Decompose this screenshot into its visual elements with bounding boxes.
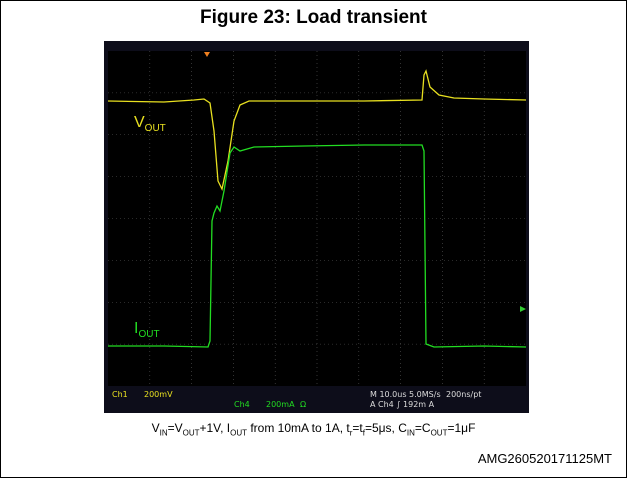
caption-text: =V (168, 421, 183, 435)
ch4-scale: 200mA (266, 400, 295, 409)
trigger-setting: A Ch4 ∫ 192m A (370, 400, 435, 409)
figure-title: Figure 23: Load transient (1, 7, 626, 29)
caption-text: =1μF (447, 421, 475, 435)
figure-id: AMG260520171125MT (478, 451, 612, 466)
caption-text: V (152, 421, 160, 435)
caption-subscript: IN (160, 428, 168, 437)
figure-caption: VIN=VOUT+1V, IOUT from 10mA to 1A, tr=tf… (1, 421, 626, 437)
ch4-label: Ch4 (234, 400, 250, 409)
label-sub: OUT (138, 329, 159, 340)
ch1-label: Ch1 (112, 390, 128, 399)
label-main: V (134, 114, 145, 131)
timebase: M 10.0us 5.0MS/s (370, 390, 441, 399)
caption-subscript: OUT (230, 428, 247, 437)
caption-text: +1V, I (200, 421, 231, 435)
caption-text: =C (415, 421, 431, 435)
caption-text: =5μs, C (365, 421, 407, 435)
ch1-scale: 200mV (144, 390, 173, 399)
ch4-coupling: Ω (300, 400, 306, 409)
caption-subscript: OUT (183, 428, 200, 437)
resolution: 200ns/pt (446, 390, 481, 399)
caption-subscript: IN (407, 428, 415, 437)
caption-subscript: OUT (431, 428, 448, 437)
caption-text: from 10mA to 1A, t (247, 421, 350, 435)
page: Figure 23: Load transient VOUT IOUT Ch1 … (0, 0, 627, 478)
oscilloscope-screenshot: VOUT IOUT Ch1 200mV Ch4 200mA Ω M 10.0us… (104, 41, 529, 413)
label-sub: OUT (145, 123, 166, 134)
caption-text: =t (352, 421, 362, 435)
